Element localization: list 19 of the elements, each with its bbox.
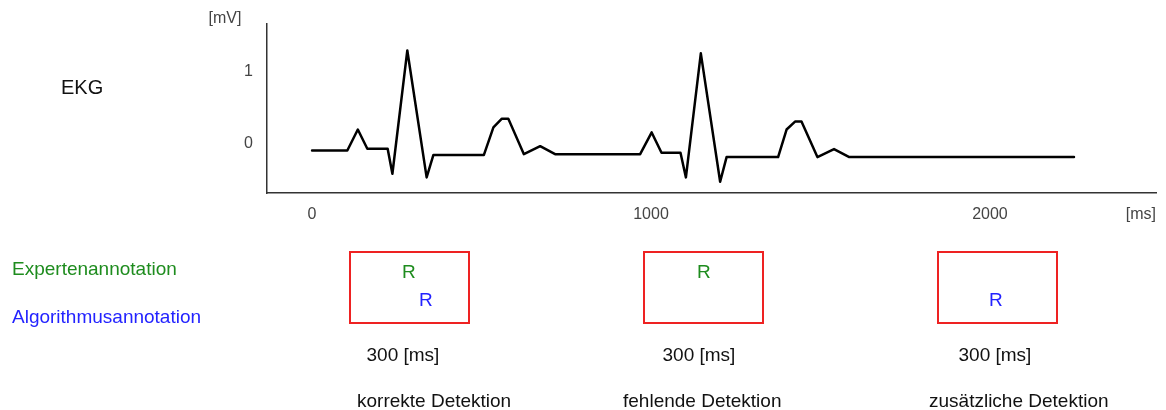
text: R	[697, 260, 711, 282]
text: EKG	[61, 76, 104, 98]
y-tick-label: 1	[244, 61, 254, 79]
text: 300 [ms]	[662, 343, 736, 365]
text: zusätzliche Detektion	[929, 389, 1109, 410]
x-tick-label: 1000	[633, 205, 669, 223]
x-tick-label: 0	[307, 205, 317, 223]
text: fehlende Detektion	[623, 389, 782, 410]
text: korrekte Detektion	[357, 389, 512, 410]
text: 300 [ms]	[366, 343, 440, 365]
text: Algorithmusannotation	[12, 305, 202, 327]
text: R	[419, 288, 433, 310]
x-axis-title: [ms]	[1125, 205, 1156, 223]
text: R	[402, 260, 416, 282]
x-tick-label: 2000	[972, 205, 1008, 223]
y-axis-title: [mV]	[208, 9, 242, 27]
text: 300 [ms]	[958, 343, 1032, 365]
text: Expertenannotation	[12, 257, 177, 279]
text: R	[989, 288, 1003, 310]
